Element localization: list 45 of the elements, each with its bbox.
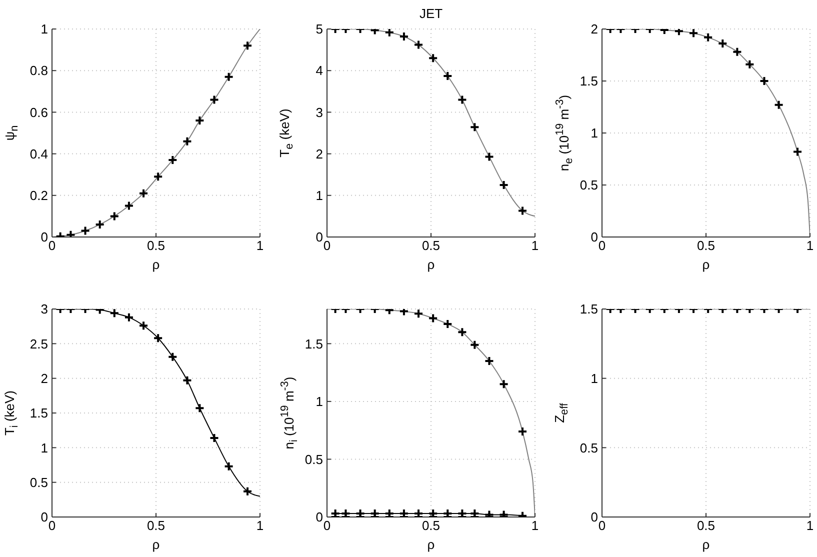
x-tick-label: 0.5 xyxy=(146,518,166,534)
y-tick-label: 4 xyxy=(316,63,323,78)
x-axis-title: ρ xyxy=(701,537,711,552)
y-tick-label: 1 xyxy=(40,440,48,456)
x-tick-label: 0.5 xyxy=(422,238,440,254)
y-tick-label: 0.2 xyxy=(30,188,48,204)
y-tick-label: 2.5 xyxy=(30,336,48,352)
y-tick-label: 1.5 xyxy=(580,74,598,89)
y-tick-label: 5 xyxy=(316,22,323,37)
y-tick-label: 1.5 xyxy=(580,302,598,317)
y-tick-label: 1.5 xyxy=(30,406,48,421)
x-axis-title: ρ xyxy=(701,257,711,272)
y-tick-label: 1 xyxy=(590,370,598,386)
x-tick-label: 0.5 xyxy=(696,518,716,534)
y-tick-label: 1 xyxy=(316,188,323,204)
y-tick-label: 0.5 xyxy=(580,178,598,193)
y-tick-label: 3 xyxy=(316,104,323,120)
x-axis-title: ρ xyxy=(151,537,161,552)
y-tick-label: 1 xyxy=(316,394,323,410)
x-tick-label: 1 xyxy=(806,238,814,254)
y-tick-label: 0.6 xyxy=(30,104,48,120)
y-tick-label: 1 xyxy=(40,22,48,37)
y-tick-label: 0.5 xyxy=(580,440,598,456)
x-tick-label: 1 xyxy=(531,238,539,254)
y-tick-label: 0.5 xyxy=(304,452,323,467)
x-tick-label: 0.5 xyxy=(696,238,716,254)
y-tick-label: 0.5 xyxy=(30,474,48,490)
x-tick-label: 0.5 xyxy=(146,238,166,254)
y-tick-label: 0.8 xyxy=(30,63,48,78)
y-tick-label: 1.5 xyxy=(304,336,323,352)
x-tick-label: 1 xyxy=(256,518,264,534)
y-tick-label: 3 xyxy=(40,302,48,317)
x-axis-title: ρ xyxy=(426,257,436,272)
y-tick-label: 0.4 xyxy=(30,146,48,162)
x-axis-title: ρ xyxy=(426,537,436,552)
x-tick-label: 0.5 xyxy=(422,518,440,534)
x-axis-title: ρ xyxy=(151,257,161,272)
x-tick-label: 1 xyxy=(806,518,814,534)
y-tick-label: 2 xyxy=(590,22,598,37)
y-tick-label: 1 xyxy=(590,126,598,141)
y-tick-label: 2 xyxy=(40,370,48,386)
y-tick-label: 2 xyxy=(316,146,323,162)
x-tick-label: 1 xyxy=(531,518,539,534)
chart-title: JET xyxy=(418,6,444,21)
x-tick-label: 1 xyxy=(256,238,264,254)
